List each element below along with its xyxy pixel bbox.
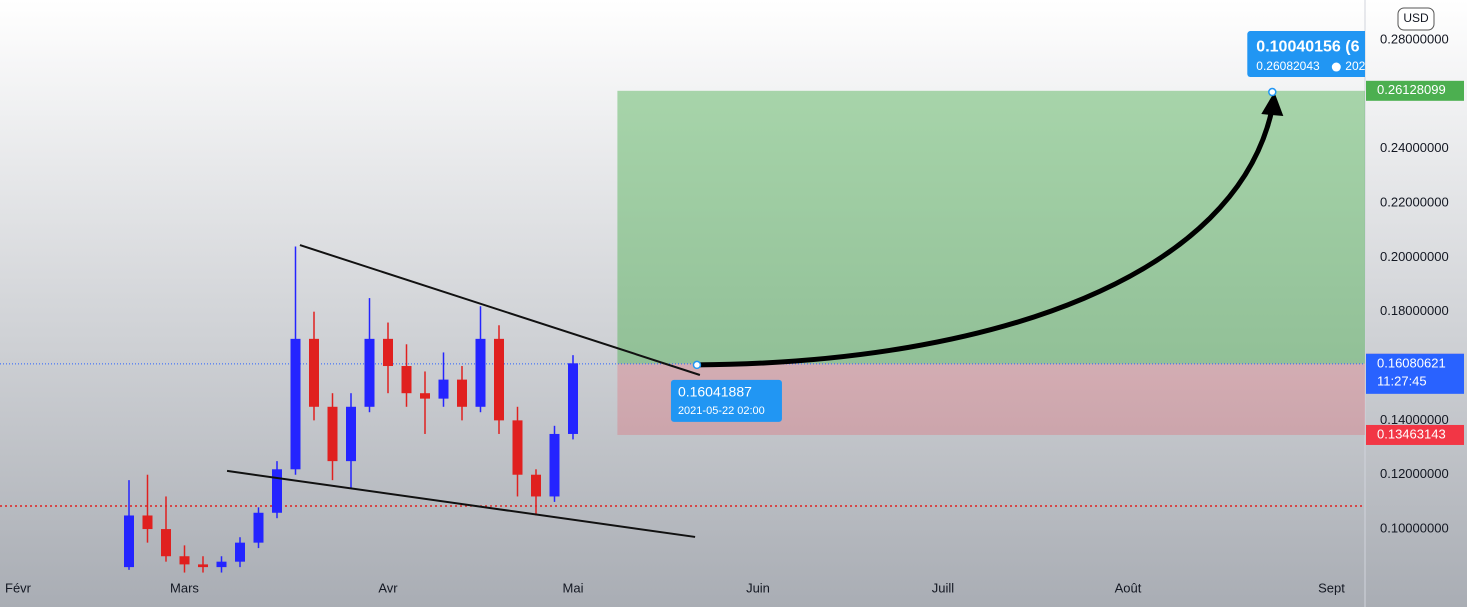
stop-tag-box — [1366, 424, 1464, 445]
last-price-tag-box — [1366, 353, 1464, 394]
callout-price: 0.26082043 — [1256, 59, 1320, 73]
target-zone — [617, 90, 1365, 364]
candle-body — [216, 561, 227, 568]
candle-body — [494, 338, 504, 421]
callout-price: 0.16041887 — [678, 384, 752, 400]
candle-body — [531, 474, 541, 497]
candle-body — [457, 379, 467, 407]
candle-body — [364, 338, 375, 407]
callout-point — [1268, 87, 1277, 97]
currency-box[interactable] — [1397, 7, 1435, 31]
callout-date: 202 — [1345, 59, 1365, 73]
candle-body — [142, 515, 153, 530]
candle-body — [235, 542, 245, 562]
candle-body — [401, 366, 412, 394]
y-tick-label: 0.24000000 — [1380, 140, 1449, 155]
y-tick-label: 0.10000000 — [1380, 521, 1449, 536]
x-tick-label: Juin — [746, 580, 770, 595]
callout-date: 2021-05-22 02:00 — [678, 405, 765, 417]
candle-body — [179, 556, 190, 565]
y-tick-label: 0.12000000 — [1380, 466, 1449, 481]
countdown-label: 11:27:45 — [1377, 373, 1427, 388]
y-tick-label: 0.22000000 — [1380, 194, 1449, 209]
candle-body — [346, 406, 356, 462]
x-tick-label: Févr — [5, 580, 32, 595]
y-tick-label: 0.28000000 — [1380, 31, 1449, 46]
candle-body — [475, 338, 486, 407]
y-tick-label: 0.18000000 — [1380, 303, 1449, 318]
candle-body — [124, 515, 134, 568]
y-tick-label: 0.14000000 — [1380, 412, 1449, 427]
candle-body — [253, 512, 264, 543]
callout-point — [692, 360, 702, 370]
candle-body — [272, 469, 282, 513]
candle-body — [383, 338, 393, 367]
x-tick-label: Sept — [1318, 580, 1345, 595]
y-tick-label: 0.20000000 — [1380, 249, 1449, 264]
x-tick-label: Mai — [563, 580, 584, 595]
clock-icon — [1331, 62, 1341, 72]
trendline — [299, 244, 701, 376]
stop-tag-label: 0.13463143 — [1377, 426, 1446, 441]
callout-title: 0.10040156 (6 — [1256, 38, 1359, 55]
target-tag-label: 0.26128099 — [1377, 82, 1446, 97]
candle-body — [290, 338, 301, 470]
projection-arrow — [696, 107, 1275, 368]
x-tick-label: Mars — [170, 580, 199, 595]
candle-body — [309, 338, 319, 407]
trendline — [226, 469, 696, 538]
candle-body — [198, 564, 208, 568]
currency-label: USD — [1403, 11, 1429, 25]
candle-body — [327, 406, 338, 462]
x-tick-label: Août — [1115, 580, 1142, 595]
plot-area: 0.16041887 2021-05-22 02:00 0.10040156 (6 0… — [0, 31, 1365, 573]
target-tag-box — [1366, 80, 1464, 101]
candle-body — [420, 393, 430, 399]
candle-body — [549, 433, 560, 497]
candle-body — [512, 420, 523, 475]
candle-body — [438, 379, 449, 399]
last-price-label: 0.16080621 — [1377, 355, 1446, 370]
candle-body — [568, 363, 578, 434]
x-tick-label: Juill — [932, 580, 955, 595]
x-tick-label: Avr — [378, 580, 398, 595]
callout-box — [670, 379, 782, 422]
arrow-head — [1261, 92, 1284, 117]
candle-body — [161, 529, 171, 557]
